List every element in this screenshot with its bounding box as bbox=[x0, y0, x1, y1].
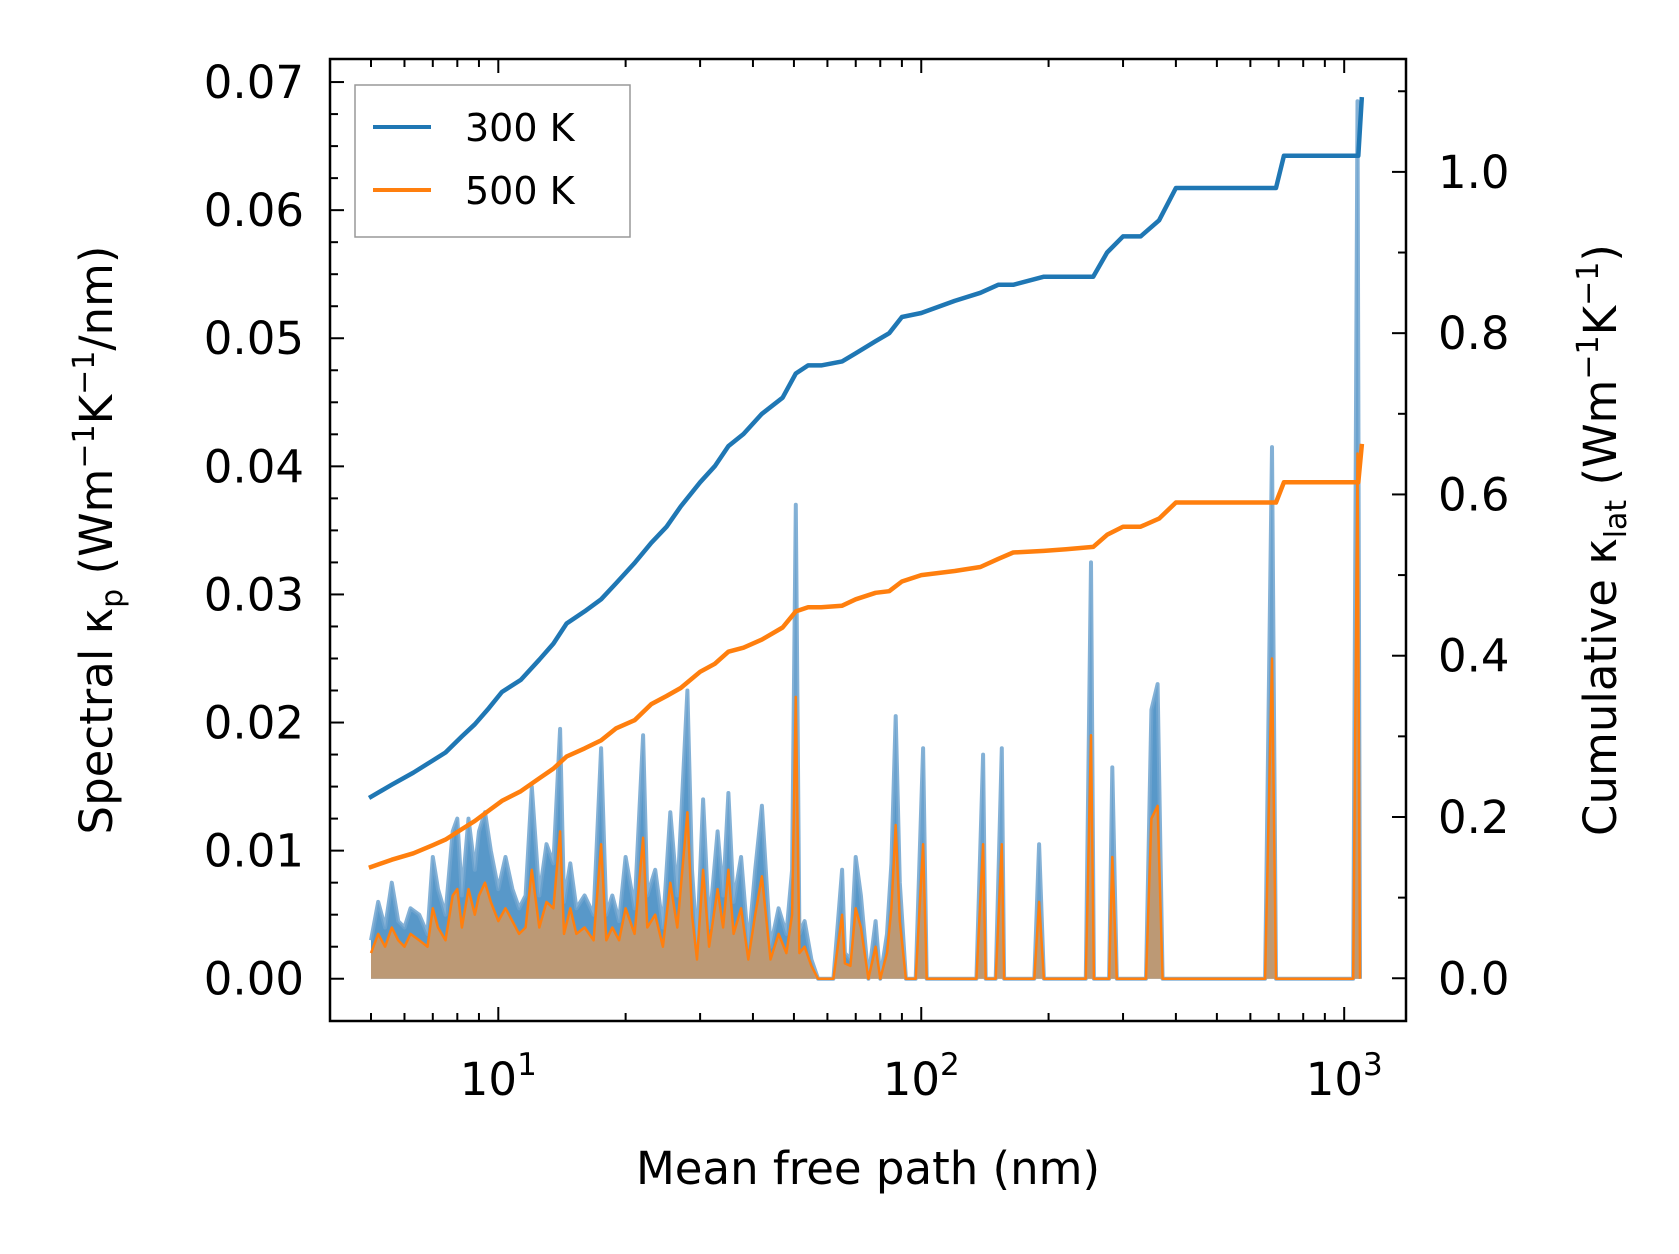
axis-ticks bbox=[329, 59, 1406, 1021]
left-axis-label-mid: K bbox=[70, 393, 123, 424]
left-tick-label: 0.07 bbox=[204, 56, 304, 109]
left-axis-label-unit: (Wm bbox=[70, 469, 123, 589]
right-axis-label-sup1: −1 bbox=[1571, 335, 1606, 379]
cumulative-lines bbox=[367, 96, 1365, 870]
legend-label-500k: 500 K bbox=[465, 169, 576, 213]
legend: 300 K 500 K bbox=[354, 84, 631, 238]
plot-frame bbox=[328, 57, 1408, 1023]
x-tick-label: 103 bbox=[1306, 1047, 1383, 1106]
spectral-area-500k bbox=[371, 453, 1360, 979]
left-axis-label-sup2: −1 bbox=[67, 351, 102, 395]
right-tick-label: 1.0 bbox=[1438, 146, 1510, 199]
spectral-fills bbox=[369, 99, 1362, 981]
spectral-area-500k-edge bbox=[369, 452, 1362, 980]
left-tick-label: 0.02 bbox=[204, 697, 304, 750]
x-tick-label: 101 bbox=[460, 1047, 537, 1106]
right-tick-label: 0.4 bbox=[1438, 630, 1510, 683]
legend-box bbox=[354, 84, 631, 238]
right-axis-label-sup2: −1 bbox=[1571, 262, 1606, 306]
left-axis-label-sub: p bbox=[95, 589, 130, 608]
right-axis-label-unit: (Wm bbox=[1574, 380, 1627, 500]
legend-label-300k: 300 K bbox=[465, 106, 576, 150]
right-axis-label: Cumulative κlat (Wm−1K−1) bbox=[1571, 244, 1634, 836]
left-axis-label-sup1: −1 bbox=[67, 424, 102, 468]
axis-tick-labels: 101 102 103 0.00 0.01 0.02 0.03 0.04 0.05 0.06 0.0… bbox=[204, 56, 1510, 1106]
right-tick-label: 0.0 bbox=[1438, 952, 1510, 1005]
left-tick-label: 0.04 bbox=[204, 440, 304, 493]
x-axis-label: Mean free path (nm) bbox=[636, 1142, 1100, 1195]
x-tick-label: 102 bbox=[883, 1047, 960, 1106]
cumulative-line-500k bbox=[368, 443, 1365, 870]
right-tick-label: 0.2 bbox=[1438, 791, 1510, 844]
left-axis-label-main: Spectral κ bbox=[70, 608, 123, 835]
left-tick-label: 0.00 bbox=[204, 953, 304, 1006]
left-tick-label: 0.03 bbox=[204, 568, 304, 621]
right-axis-label-post: ) bbox=[1574, 244, 1627, 262]
left-tick-label: 0.01 bbox=[204, 825, 304, 878]
cumulative-line-300k bbox=[367, 96, 1365, 800]
right-axis-label-main: Cumulative κ bbox=[1574, 538, 1627, 836]
right-tick-label: 0.6 bbox=[1438, 468, 1510, 521]
left-axis-label-post: /nm) bbox=[70, 246, 123, 351]
left-tick-label: 0.05 bbox=[204, 312, 304, 365]
right-axis-label-mid: K bbox=[1574, 304, 1627, 335]
right-tick-label: 0.8 bbox=[1438, 307, 1510, 360]
right-axis-label-sub: lat bbox=[1599, 500, 1634, 539]
left-axis-label: Spectral κp (Wm−1K−1/nm) bbox=[67, 246, 130, 835]
left-tick-label: 0.06 bbox=[204, 184, 304, 237]
